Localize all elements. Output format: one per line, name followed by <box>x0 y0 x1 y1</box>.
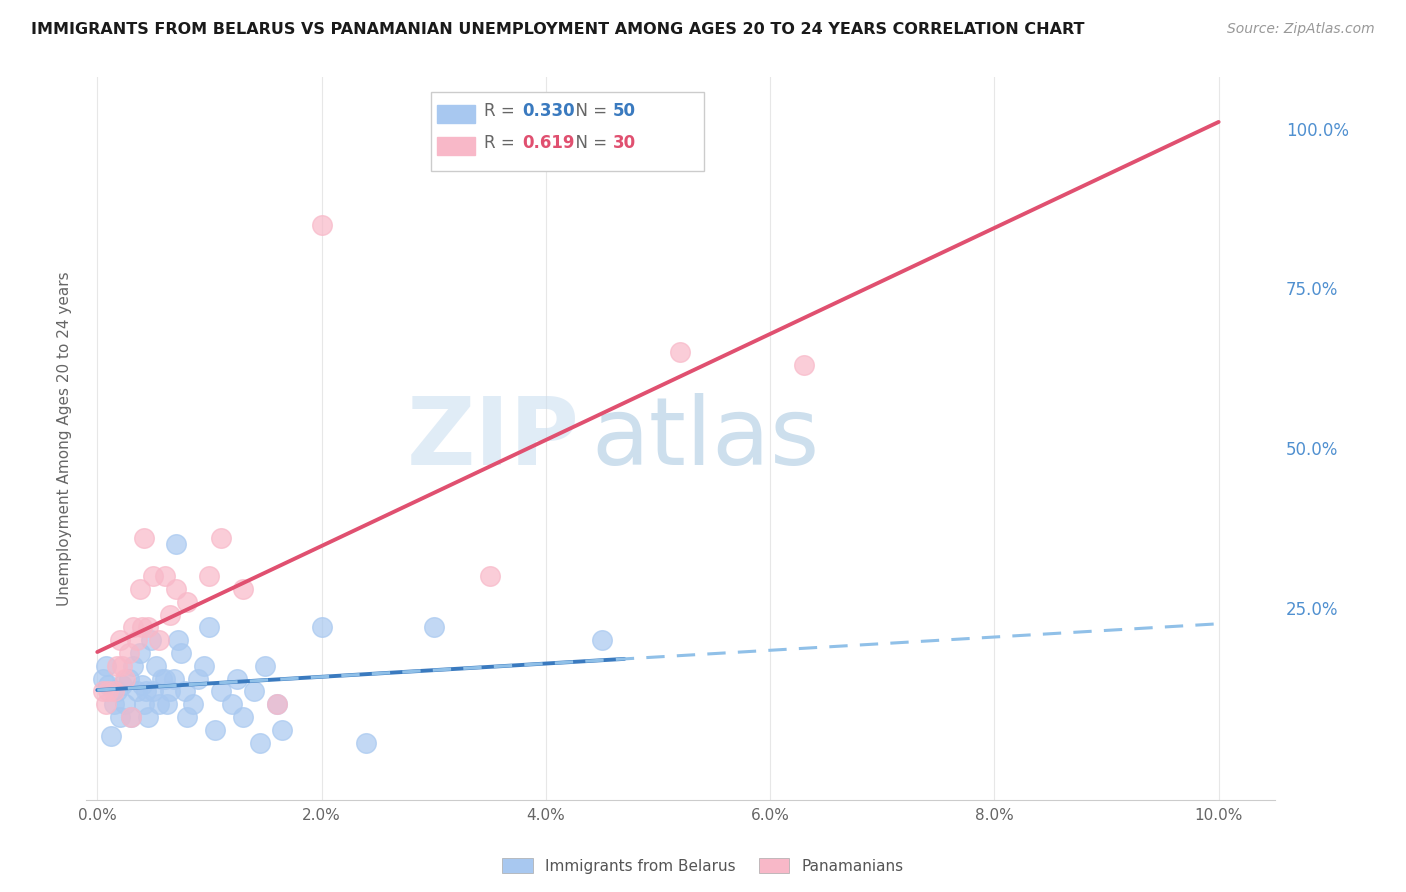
Point <box>478 569 501 583</box>
Point <box>142 569 165 583</box>
Text: R =: R = <box>484 134 520 153</box>
Point <box>209 531 232 545</box>
Point <box>128 646 150 660</box>
Point <box>226 672 249 686</box>
Text: 50: 50 <box>613 103 636 120</box>
Point <box>422 620 444 634</box>
Point <box>356 735 378 749</box>
Point <box>97 678 120 692</box>
Text: 0.330: 0.330 <box>522 103 575 120</box>
Point <box>221 697 243 711</box>
Point <box>209 684 232 698</box>
Point <box>125 684 148 698</box>
Point <box>103 684 125 698</box>
Text: N =: N = <box>565 103 613 120</box>
Point <box>103 697 125 711</box>
Point <box>669 345 692 359</box>
Point <box>136 710 159 724</box>
Point <box>118 646 141 660</box>
Point <box>131 620 153 634</box>
Point <box>142 684 165 698</box>
Point <box>232 710 254 724</box>
Point <box>153 569 176 583</box>
Point <box>193 658 215 673</box>
Point <box>167 633 190 648</box>
Y-axis label: Unemployment Among Ages 20 to 24 years: Unemployment Among Ages 20 to 24 years <box>58 271 72 606</box>
Point <box>254 658 277 673</box>
Text: atlas: atlas <box>592 392 820 484</box>
Point <box>134 531 156 545</box>
Point <box>100 729 122 743</box>
Point <box>311 620 333 634</box>
Point <box>176 710 198 724</box>
Point <box>204 723 226 737</box>
Text: IMMIGRANTS FROM BELARUS VS PANAMANIAN UNEMPLOYMENT AMONG AGES 20 TO 24 YEARS COR: IMMIGRANTS FROM BELARUS VS PANAMANIAN UN… <box>31 22 1084 37</box>
Text: 0.619: 0.619 <box>522 134 575 153</box>
Point <box>153 672 176 686</box>
Point <box>114 697 136 711</box>
Point <box>91 672 114 686</box>
Point <box>136 620 159 634</box>
Point <box>128 582 150 596</box>
Point <box>156 697 179 711</box>
Point <box>131 678 153 692</box>
Point <box>165 582 187 596</box>
Point <box>134 697 156 711</box>
Point <box>122 658 145 673</box>
Text: ZIP: ZIP <box>406 392 579 484</box>
Point <box>591 633 613 648</box>
Text: N =: N = <box>565 134 613 153</box>
Point <box>97 684 120 698</box>
Point <box>311 218 333 232</box>
Text: 30: 30 <box>613 134 636 153</box>
FancyBboxPatch shape <box>430 92 704 171</box>
Point <box>173 684 195 698</box>
Legend: Immigrants from Belarus, Panamanians: Immigrants from Belarus, Panamanians <box>496 852 910 880</box>
Point <box>120 710 142 724</box>
Point <box>249 735 271 749</box>
Point <box>114 672 136 686</box>
Point <box>266 697 288 711</box>
Point <box>271 723 294 737</box>
Point <box>145 658 167 673</box>
FancyBboxPatch shape <box>437 136 475 155</box>
Point <box>96 697 118 711</box>
Point <box>150 672 173 686</box>
Text: Source: ZipAtlas.com: Source: ZipAtlas.com <box>1227 22 1375 37</box>
Point <box>108 633 131 648</box>
Point <box>232 582 254 596</box>
Point <box>165 537 187 551</box>
Point <box>176 595 198 609</box>
Point <box>162 672 184 686</box>
Point <box>187 672 209 686</box>
Point <box>134 684 156 698</box>
Point <box>118 672 141 686</box>
Point <box>139 633 162 648</box>
Point <box>107 658 129 673</box>
Point <box>107 684 129 698</box>
Point <box>793 358 815 372</box>
Point <box>170 646 193 660</box>
Point <box>96 658 118 673</box>
FancyBboxPatch shape <box>437 105 475 123</box>
Point <box>159 607 181 622</box>
Point <box>125 633 148 648</box>
Point <box>108 710 131 724</box>
Point <box>148 633 170 648</box>
Point <box>181 697 204 711</box>
Point <box>120 710 142 724</box>
Point <box>159 684 181 698</box>
Point <box>266 697 288 711</box>
Point <box>198 620 221 634</box>
Point <box>111 678 134 692</box>
Point <box>148 697 170 711</box>
Point <box>243 684 266 698</box>
Text: R =: R = <box>484 103 520 120</box>
Point <box>122 620 145 634</box>
Point <box>91 684 114 698</box>
Point <box>111 658 134 673</box>
Point <box>198 569 221 583</box>
